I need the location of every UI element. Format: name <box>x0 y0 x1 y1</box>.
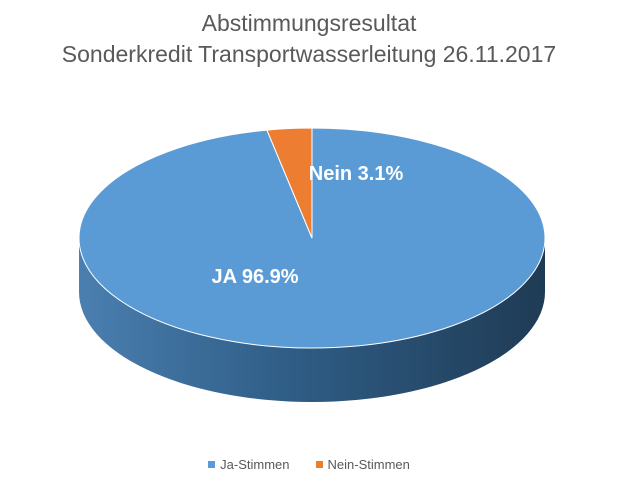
pie-side-ja <box>79 238 545 402</box>
legend-swatch-nein <box>315 461 323 468</box>
legend-label-nein: Nein-Stimmen <box>327 457 410 472</box>
chart-title-line-2: Sonderkredit Transportwasserleitung 26.1… <box>61 41 557 67</box>
chart-title: Abstimmungsresultat Sonderkredit Transpo… <box>0 8 618 70</box>
data-label-nein: Nein 3.1% <box>309 163 404 185</box>
data-label-ja: JA 96.9% <box>211 266 298 288</box>
legend: Ja-Stimmen Nein-Stimmen <box>0 457 618 472</box>
pie-slice-nein[interactable] <box>266 127 313 239</box>
legend-item-nein: Nein-Stimmen <box>315 457 410 472</box>
chart-title-line-1: Abstimmungsresultat <box>201 10 417 36</box>
legend-label-ja: Ja-Stimmen <box>220 457 290 472</box>
legend-item-ja: Ja-Stimmen <box>208 457 290 472</box>
legend-swatch-ja <box>208 461 216 468</box>
